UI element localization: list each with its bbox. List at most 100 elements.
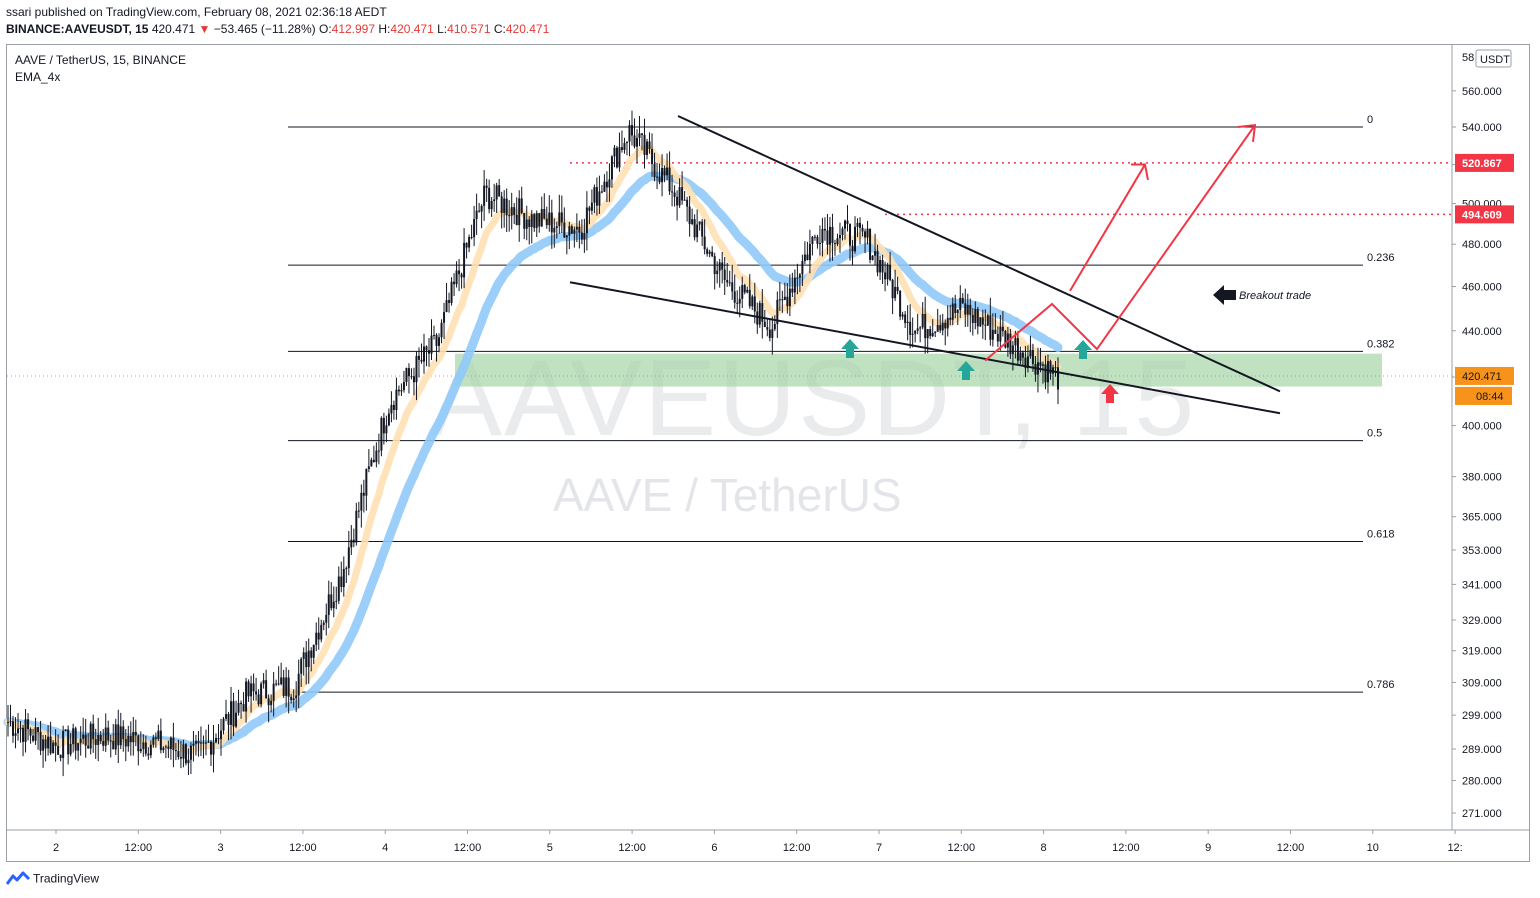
candle-body — [986, 315, 989, 326]
candle-body — [736, 302, 739, 304]
candle-body — [1057, 367, 1059, 390]
candle-body — [625, 141, 628, 144]
chart-frame[interactable] — [6, 44, 1530, 862]
candle-body — [280, 677, 283, 685]
candle-body — [510, 207, 513, 216]
candle-body — [633, 135, 636, 147]
candle-body — [741, 285, 744, 299]
candle-body — [686, 199, 689, 207]
price-tick-label: 280.000 — [1462, 775, 1502, 787]
price-tick-label: 58 — [1462, 52, 1474, 64]
candle-body — [192, 743, 195, 746]
candle-body — [894, 286, 897, 299]
candle-body — [240, 702, 243, 705]
candle-body — [154, 737, 157, 740]
candle-body — [969, 304, 972, 315]
candle-body — [598, 191, 601, 206]
candle-body — [267, 698, 270, 706]
candle-body — [495, 185, 498, 200]
candle-body — [172, 737, 175, 751]
candle-body — [966, 304, 969, 315]
candle-body — [199, 742, 202, 744]
candle-body — [87, 745, 90, 749]
up-arrow-icon — [841, 339, 859, 358]
candle-body — [946, 317, 949, 329]
time-tick-label: 7 — [876, 842, 882, 854]
candle-body — [505, 198, 508, 216]
candle-body — [435, 334, 438, 346]
candle-body — [854, 226, 857, 252]
candle-body — [99, 735, 102, 741]
ohlc-close: 420.471 — [505, 22, 550, 36]
candle-body — [360, 492, 363, 511]
candle-body — [407, 368, 410, 377]
candle-body — [523, 213, 526, 229]
time-tick-label: 12: — [1447, 842, 1462, 854]
time-tick-label: 12:00 — [1277, 842, 1305, 854]
candle-body — [242, 704, 245, 712]
candle-body — [563, 222, 566, 238]
candle-body — [72, 728, 75, 745]
candle-body — [658, 176, 661, 183]
candle-body — [417, 355, 420, 360]
trendline-support — [569, 281, 1281, 415]
candle-body — [620, 147, 623, 150]
candle-body — [144, 742, 147, 754]
candle-body — [440, 322, 443, 338]
candle-body — [119, 726, 122, 746]
candle-body — [450, 281, 453, 303]
publish-info: ssari published on TradingView.com, Febr… — [6, 5, 387, 19]
price-tick-label: 309.000 — [1462, 677, 1502, 689]
candle-body — [1031, 350, 1034, 364]
candle-body — [914, 330, 917, 334]
candle-body — [603, 181, 606, 192]
support-zone — [455, 353, 1382, 387]
candle-body — [926, 329, 929, 339]
candle-body — [1011, 345, 1014, 355]
candle-body — [315, 632, 318, 645]
tradingview-brand[interactable]: TradingView — [5, 871, 99, 888]
candle-body — [643, 134, 646, 155]
candle-body — [54, 742, 57, 746]
candle-body — [668, 167, 671, 192]
candle-body — [197, 741, 200, 744]
candle-body — [801, 261, 804, 275]
ohlc-low: 410.571 — [447, 22, 491, 36]
candle-body — [663, 167, 666, 176]
candle-body — [758, 303, 761, 325]
candle-body — [458, 270, 461, 275]
candle-body — [350, 539, 353, 548]
candle-body — [989, 315, 992, 340]
candle-body — [678, 187, 681, 206]
candle-body — [503, 198, 506, 213]
candle-body — [791, 288, 794, 293]
trendline-resistance — [677, 115, 1281, 393]
candle-body — [262, 680, 265, 684]
candle-body — [69, 744, 72, 755]
candle-body — [265, 680, 268, 699]
candle-body — [530, 214, 533, 228]
candle-body — [1054, 367, 1057, 369]
candle-body — [696, 224, 699, 238]
legend-symbol: AAVE / TetherUS, 15, BINANCE — [15, 53, 186, 67]
candle-body — [184, 744, 187, 764]
candle-body — [934, 331, 937, 334]
candle-body — [615, 147, 618, 168]
candle-body — [721, 262, 724, 270]
candle-body — [337, 576, 340, 601]
time-tick-label: 9 — [1205, 842, 1211, 854]
candle-body — [648, 141, 651, 150]
candle-body — [578, 226, 581, 233]
candle-body — [600, 191, 603, 193]
candle-body — [327, 594, 330, 615]
candle-body — [114, 724, 117, 750]
candle-body — [676, 196, 679, 206]
candle-body — [387, 413, 390, 426]
candle-body — [448, 300, 451, 303]
candle-body — [1009, 333, 1012, 355]
candle-body — [82, 734, 85, 739]
watermark-description: AAVE / TetherUS — [553, 469, 902, 521]
candle-body — [498, 185, 501, 197]
candle-body — [944, 322, 947, 329]
